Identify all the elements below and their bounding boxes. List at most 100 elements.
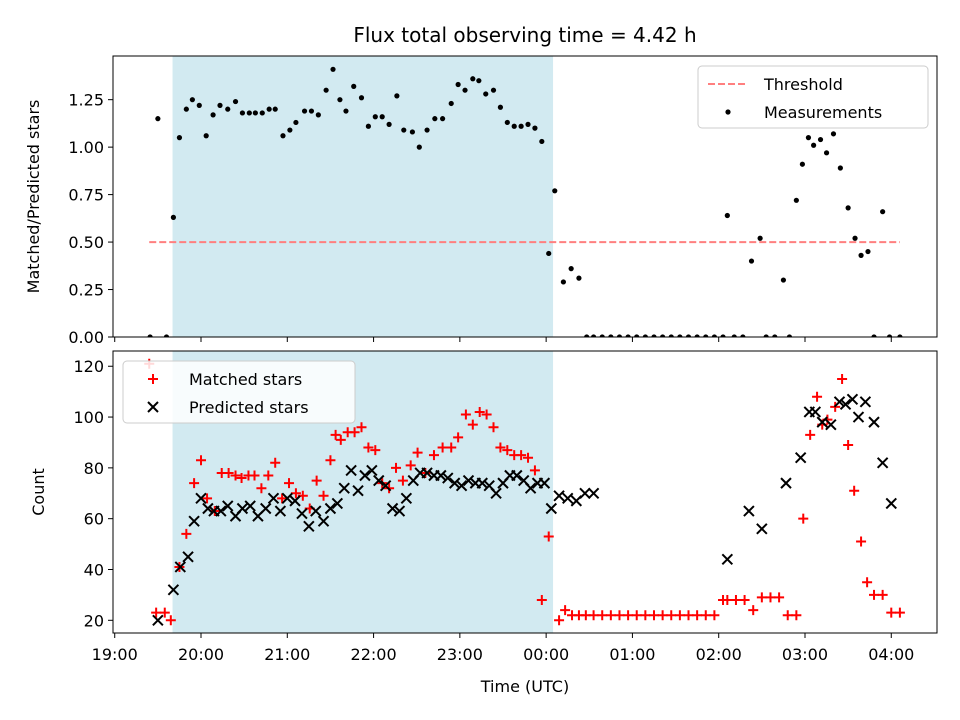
y-tick-label: 0.75	[68, 186, 104, 205]
data-point	[462, 474, 475, 487]
data-point	[289, 495, 301, 507]
data-point	[518, 123, 524, 129]
data-point	[308, 108, 315, 114]
data-point	[553, 490, 565, 502]
data-point	[159, 607, 170, 618]
data-point	[780, 277, 787, 283]
data-point	[151, 607, 162, 618]
data-point	[280, 133, 286, 139]
data-point	[412, 447, 423, 458]
data-point	[748, 605, 759, 616]
data-point	[409, 129, 416, 135]
data-point	[301, 108, 308, 114]
data-point	[222, 500, 234, 512]
data-point	[739, 594, 750, 605]
data-point	[372, 114, 378, 120]
data-point	[694, 334, 700, 337]
data-point	[432, 116, 438, 122]
data-point	[516, 450, 527, 461]
data-point	[703, 334, 709, 337]
data-point	[869, 589, 880, 600]
data-point	[700, 610, 711, 621]
y-tick-label: 60	[84, 510, 104, 529]
data-point	[852, 235, 858, 241]
data-point	[805, 429, 816, 440]
data-point	[318, 490, 329, 501]
data-point	[337, 97, 343, 103]
data-point	[599, 334, 605, 337]
data-point	[315, 112, 321, 118]
data-point	[852, 411, 865, 423]
data-point	[523, 452, 534, 463]
data-point	[317, 515, 330, 527]
data-point	[366, 464, 378, 477]
data-point	[365, 123, 371, 129]
data-point	[230, 470, 241, 481]
data-point	[605, 610, 616, 621]
data-point	[631, 610, 642, 621]
data-point	[236, 502, 249, 515]
panel-2: 20 40 60 80 100 120 19:00 20:00 21:00 22:00 23:00 0…	[29, 350, 938, 664]
data-point	[476, 78, 482, 84]
data-point	[666, 610, 677, 621]
data-point	[543, 531, 554, 542]
data-point	[886, 334, 893, 337]
data-point	[497, 104, 504, 110]
data-point	[490, 487, 502, 499]
data-point	[263, 470, 274, 481]
x-tick-label: 19:00	[92, 645, 138, 664]
data-point	[668, 334, 674, 337]
data-point	[812, 391, 823, 402]
data-point	[352, 485, 364, 497]
data-point	[538, 477, 551, 489]
data-point	[560, 605, 571, 616]
data-point	[763, 334, 769, 337]
data-point	[885, 497, 897, 510]
data-point	[511, 469, 523, 482]
data-point	[202, 493, 213, 504]
data-point	[287, 127, 293, 133]
data-point	[536, 594, 547, 605]
data-point	[849, 485, 860, 496]
data-point	[481, 409, 492, 420]
data-point	[625, 334, 631, 337]
data-point	[576, 275, 582, 281]
y-tick-label: 100	[73, 408, 104, 427]
y-tick-label: 20	[84, 611, 104, 630]
data-point	[379, 479, 392, 492]
data-point	[623, 610, 634, 621]
data-point	[270, 457, 281, 468]
panel-2-series-2	[152, 393, 897, 627]
y-tick-label: 80	[84, 459, 104, 478]
data-point	[780, 477, 792, 489]
data-point	[871, 334, 877, 337]
data-point	[437, 442, 448, 453]
data-point	[232, 98, 239, 105]
data-point	[648, 610, 659, 621]
data-point	[809, 406, 822, 418]
data-point	[748, 258, 755, 264]
data-point	[401, 127, 407, 133]
data-point	[428, 450, 439, 461]
data-point	[588, 610, 599, 621]
data-point	[525, 121, 531, 127]
data-point	[793, 197, 799, 203]
data-point	[379, 114, 385, 120]
data-point	[799, 161, 805, 167]
data-point	[886, 607, 897, 618]
data-point	[260, 502, 272, 515]
panel-2-legend: Matched stars Predicted stars	[122, 360, 356, 424]
legend-marker	[725, 109, 731, 115]
data-point	[692, 610, 703, 621]
data-point	[546, 250, 552, 257]
data-point	[711, 334, 717, 337]
data-point	[167, 584, 180, 596]
data-point	[757, 235, 763, 241]
data-point	[236, 473, 247, 484]
data-point	[195, 492, 207, 505]
panel-1-legend: Threshold Measurements	[697, 65, 929, 129]
data-point	[786, 334, 793, 337]
data-point	[774, 592, 785, 603]
data-point	[359, 469, 371, 482]
data-point	[267, 492, 280, 505]
